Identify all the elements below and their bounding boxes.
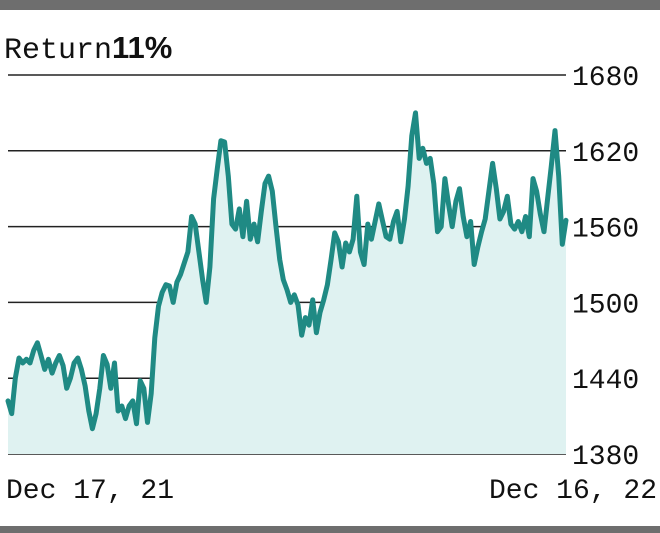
title-label: Return bbox=[4, 34, 113, 68]
bottom-rule bbox=[0, 526, 660, 533]
y-tick-label: 1380 bbox=[572, 442, 639, 473]
y-tick-label: 1440 bbox=[572, 366, 639, 397]
y-tick-label: 1620 bbox=[572, 139, 639, 170]
y-tick-label: 1560 bbox=[572, 215, 639, 246]
top-rule bbox=[0, 0, 660, 10]
chart-title: Return11% bbox=[4, 30, 172, 68]
area-fill bbox=[8, 112, 566, 455]
x-label-end: Dec 16, 22 bbox=[489, 476, 657, 507]
y-tick-label: 1680 bbox=[572, 63, 639, 94]
x-label-start: Dec 17, 21 bbox=[6, 476, 174, 507]
y-tick-label: 1500 bbox=[572, 290, 639, 321]
price-line bbox=[5, 110, 569, 432]
return-value: 11% bbox=[112, 30, 173, 65]
